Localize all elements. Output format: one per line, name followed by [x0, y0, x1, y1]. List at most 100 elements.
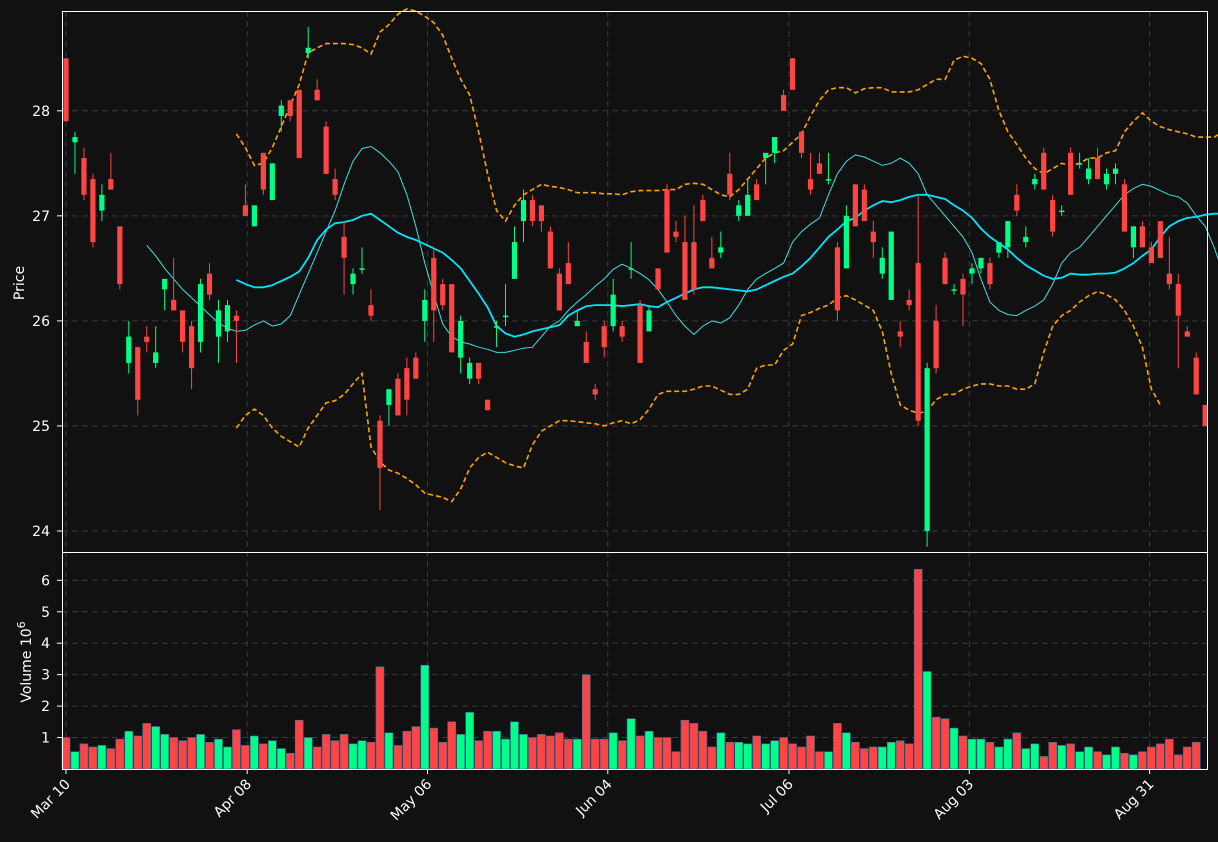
volume-bar [877, 746, 887, 770]
volume-axis-label-text: Volume 10 [19, 628, 35, 702]
volume-bar [743, 743, 753, 770]
volume-bar [689, 723, 699, 770]
candle-body [1068, 152, 1074, 195]
candle-body [529, 200, 536, 222]
candle-body [592, 389, 598, 395]
volume-bar [393, 745, 403, 770]
volume-bar [698, 730, 708, 770]
volume-bar [429, 727, 439, 770]
candle-body [673, 231, 679, 237]
candle-body [727, 173, 733, 195]
volume-panel-frame [62, 552, 1208, 770]
volume-bar [1039, 756, 1049, 770]
volume-bar [187, 737, 196, 770]
candle-body [511, 242, 518, 279]
volume-bars [61, 568, 1201, 770]
candle-body [99, 194, 105, 211]
volume-bar [303, 737, 313, 770]
candle-body [565, 263, 571, 285]
candle-body [664, 189, 670, 253]
volume-bar [348, 743, 358, 770]
volume-bar [268, 740, 277, 770]
volume-bar [294, 719, 304, 770]
candle-body [915, 263, 921, 421]
candle-body [1077, 163, 1083, 165]
volume-bar [88, 746, 98, 770]
candle-body [395, 378, 401, 416]
volume-bar [1156, 743, 1165, 770]
candle-body [144, 336, 150, 342]
volume-bar [312, 746, 322, 770]
volume-bar [1048, 741, 1057, 770]
volume-bar [223, 746, 232, 770]
volume-bar [232, 729, 241, 770]
candle-body [1059, 210, 1065, 213]
candle-body [422, 299, 428, 321]
candle-body [305, 47, 311, 54]
candle-body [547, 231, 553, 269]
candle-body [798, 131, 805, 153]
candle-body [224, 305, 231, 332]
volume-bar [106, 748, 116, 770]
volume-bar [779, 737, 788, 770]
candle-body [628, 268, 634, 270]
volume-bar [671, 751, 681, 770]
bollinger-lower-line [235, 290, 1161, 503]
candle-body [996, 242, 1002, 253]
volume-bar [976, 738, 986, 770]
volume-axis-label: Volume 106 [15, 621, 35, 702]
volume-bar [1173, 754, 1183, 770]
candle-body [359, 268, 365, 270]
candle-body [476, 362, 482, 379]
candle-body [135, 347, 141, 400]
volume-bar [501, 738, 510, 770]
candle-body [646, 310, 652, 332]
volume-bar [931, 716, 941, 770]
volume-bar [572, 738, 582, 770]
volume-bar [384, 732, 394, 770]
candle-body [449, 284, 455, 353]
candle-body [1184, 331, 1190, 337]
candle-body [1121, 184, 1128, 232]
candle-body [72, 137, 78, 143]
candle-body [171, 299, 177, 311]
candle-body [1023, 236, 1029, 243]
volume-bar [357, 740, 367, 770]
candle-body [1032, 179, 1038, 185]
candle-body [467, 362, 473, 379]
volume-bar [949, 727, 959, 770]
candle-body [278, 105, 284, 117]
volume-bar [169, 737, 178, 770]
candle-body [816, 163, 823, 174]
candle-body [960, 278, 966, 295]
volume-bar [725, 741, 735, 770]
candle-body [538, 205, 545, 222]
volume-bar [97, 745, 107, 770]
volume-bar [770, 740, 779, 770]
candle-body [1139, 226, 1145, 248]
volume-bar [259, 743, 268, 770]
candle-body [404, 368, 410, 400]
volume-bar [842, 732, 851, 770]
volume-bar [537, 734, 546, 770]
candle-body [1112, 168, 1119, 174]
candle-body [341, 236, 347, 258]
candle-body [1166, 273, 1172, 285]
candle-body [709, 257, 715, 269]
volume-bar [124, 730, 134, 770]
volume-tick-label: 4 [41, 636, 50, 652]
candle-body [386, 389, 392, 405]
candle-body [789, 58, 796, 90]
candle-body [323, 126, 329, 174]
volume-bar [1057, 745, 1066, 770]
candle-body [745, 194, 751, 216]
candle-body [619, 326, 625, 337]
candle-body [1193, 357, 1199, 395]
volume-bar [626, 718, 636, 770]
volume-bar [797, 746, 806, 770]
volume-bar [276, 748, 286, 770]
candle-body [1014, 194, 1020, 211]
volume-bar [483, 730, 492, 770]
candle-body [332, 179, 338, 195]
